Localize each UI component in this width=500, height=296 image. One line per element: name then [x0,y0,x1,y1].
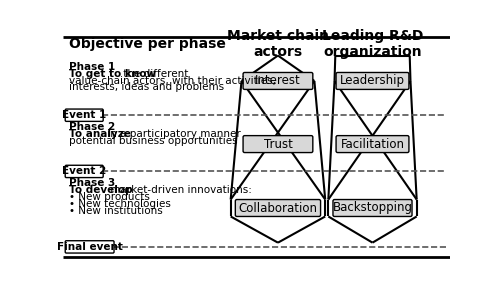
Text: • New products: • New products [68,192,150,202]
Text: To develop: To develop [68,185,132,195]
Text: Objective per phase: Objective per phase [68,37,226,51]
FancyBboxPatch shape [333,200,412,216]
Text: To get to know: To get to know [68,69,156,79]
Text: Interest: Interest [255,75,301,87]
Text: To analyze: To analyze [68,129,130,139]
Text: Market chain
actors: Market chain actors [227,29,329,59]
Text: Final event: Final event [56,242,122,252]
FancyBboxPatch shape [243,136,313,152]
Text: Backstopping: Backstopping [332,202,412,215]
FancyBboxPatch shape [336,73,409,89]
Text: interests, ideas and problems: interests, ideas and problems [68,83,224,92]
FancyBboxPatch shape [336,136,409,152]
FancyBboxPatch shape [65,241,114,253]
FancyBboxPatch shape [65,165,103,178]
Text: Trust: Trust [264,138,292,151]
Text: Facilitation: Facilitation [340,138,404,151]
Text: value-chain actors, with their activities,: value-chain actors, with their activitie… [68,75,276,86]
Text: in a participatory manner: in a participatory manner [104,129,240,139]
Text: Phase 1: Phase 1 [68,62,115,72]
Text: • New institutions: • New institutions [68,206,162,216]
Text: market-driven innovations:: market-driven innovations: [106,185,252,195]
Text: Leadership: Leadership [340,75,405,87]
Text: • New technologies: • New technologies [68,199,170,209]
Text: the different: the different [120,69,188,79]
Text: potential business opportunities: potential business opportunities [68,136,237,146]
Text: Event 2: Event 2 [62,166,106,176]
FancyBboxPatch shape [65,109,103,121]
Text: Phase 2: Phase 2 [68,122,115,132]
FancyBboxPatch shape [236,200,320,216]
FancyBboxPatch shape [243,73,313,89]
Text: Collaboration: Collaboration [238,202,318,215]
Text: Leading R&D
organization: Leading R&D organization [322,29,423,59]
Text: Event 1: Event 1 [62,110,106,120]
Text: Phase 3: Phase 3 [68,178,115,188]
